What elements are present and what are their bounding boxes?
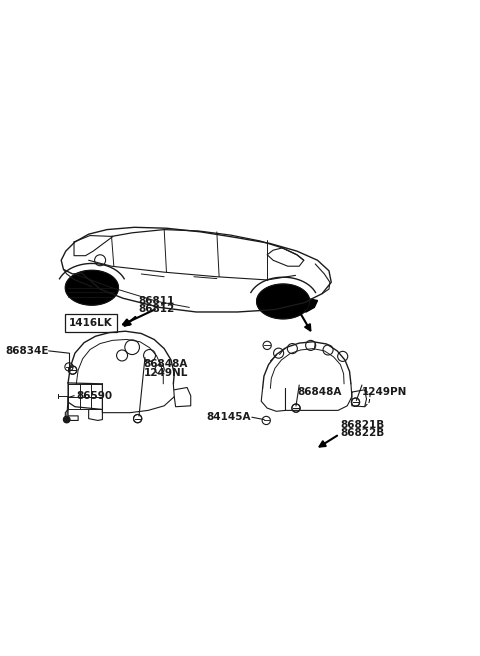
Polygon shape bbox=[257, 284, 310, 319]
Text: 86821B: 86821B bbox=[340, 420, 384, 430]
FancyBboxPatch shape bbox=[65, 314, 117, 332]
Text: 86822B: 86822B bbox=[340, 428, 384, 438]
Circle shape bbox=[64, 417, 70, 422]
Text: 86848A: 86848A bbox=[144, 359, 188, 369]
Text: 86811: 86811 bbox=[138, 296, 174, 306]
Text: 86812: 86812 bbox=[138, 304, 174, 314]
Text: 86590: 86590 bbox=[76, 391, 112, 401]
Polygon shape bbox=[276, 298, 317, 312]
Circle shape bbox=[63, 417, 70, 422]
Text: 86834E: 86834E bbox=[5, 346, 48, 356]
Text: 84145A: 84145A bbox=[207, 412, 251, 422]
Text: 1249NL: 1249NL bbox=[144, 368, 188, 379]
Text: 1249PN: 1249PN bbox=[362, 386, 408, 397]
Text: 86848A: 86848A bbox=[297, 386, 341, 397]
Text: 1416LK: 1416LK bbox=[69, 318, 113, 328]
Polygon shape bbox=[65, 270, 119, 305]
